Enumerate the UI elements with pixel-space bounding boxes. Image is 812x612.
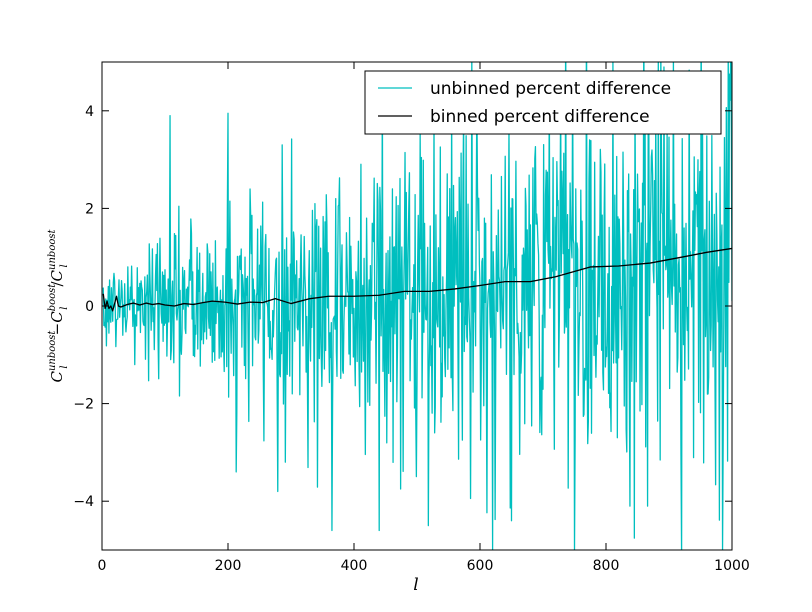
y-tick-label: 2 [85,201,94,217]
x-tick-label: 0 [98,558,107,574]
y-tick-label: 4 [85,104,94,120]
y-axis-label: Cunboostl−Cboostl/Cunboostl [47,228,70,382]
legend-label-binned: binned percent difference [430,107,650,127]
y-tick-label: −4 [73,494,94,510]
x-tick-label: 600 [467,558,494,574]
legend: unbinned percent difference binned perce… [364,70,722,135]
y-tick-label: 0 [85,299,94,315]
series-layer [102,62,732,550]
x-tick-label: 400 [341,558,368,574]
x-tick-label: 800 [593,558,620,574]
legend-box [364,70,722,135]
y-axis: −4 −2 0 2 4 [73,104,732,510]
y-tick-label: −2 [73,397,94,413]
x-tick-label: 200 [215,558,242,574]
binned-percent-difference-line [102,247,732,312]
x-tick-label: 1000 [714,558,750,574]
x-axis-label: l [413,575,418,595]
unbinned-percent-difference-line [102,62,732,550]
x-axis: 0 200 400 600 800 1000 [98,62,750,574]
legend-label-unbinned: unbinned percent difference [430,79,671,99]
